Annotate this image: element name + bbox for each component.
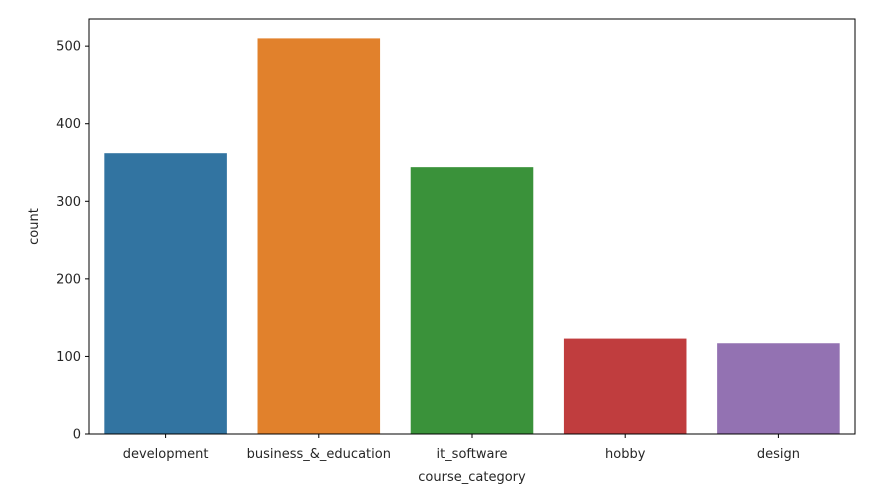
y-tick-label: 0: [73, 428, 81, 443]
x-tick-label: development: [123, 447, 209, 462]
bar-development: [104, 153, 227, 434]
y-tick-label: 500: [56, 40, 81, 55]
y-tick-label: 200: [56, 272, 81, 287]
x-axis-label: course_category: [418, 470, 526, 485]
x-tick-label: business_&_education: [247, 447, 391, 462]
x-tick-label: it_software: [436, 447, 507, 462]
x-axis-ticks: development business_&_education it_softwa…: [123, 434, 800, 462]
bar-hobby: [563, 338, 687, 434]
y-axis-label: count: [27, 208, 42, 245]
bars: [104, 38, 840, 435]
y-tick-label: 300: [56, 195, 81, 210]
y-tick-label: 400: [56, 117, 81, 132]
y-axis-ticks: 0 100 200 300 400 500: [56, 40, 89, 443]
x-tick-label: hobby: [605, 447, 646, 462]
bar-business_&_education: [257, 38, 381, 435]
plot-frame: [88, 18, 856, 435]
bar-it_software: [410, 167, 534, 434]
y-tick-label: 100: [56, 350, 81, 365]
bar-design: [717, 343, 840, 434]
x-tick-label: design: [757, 447, 800, 462]
